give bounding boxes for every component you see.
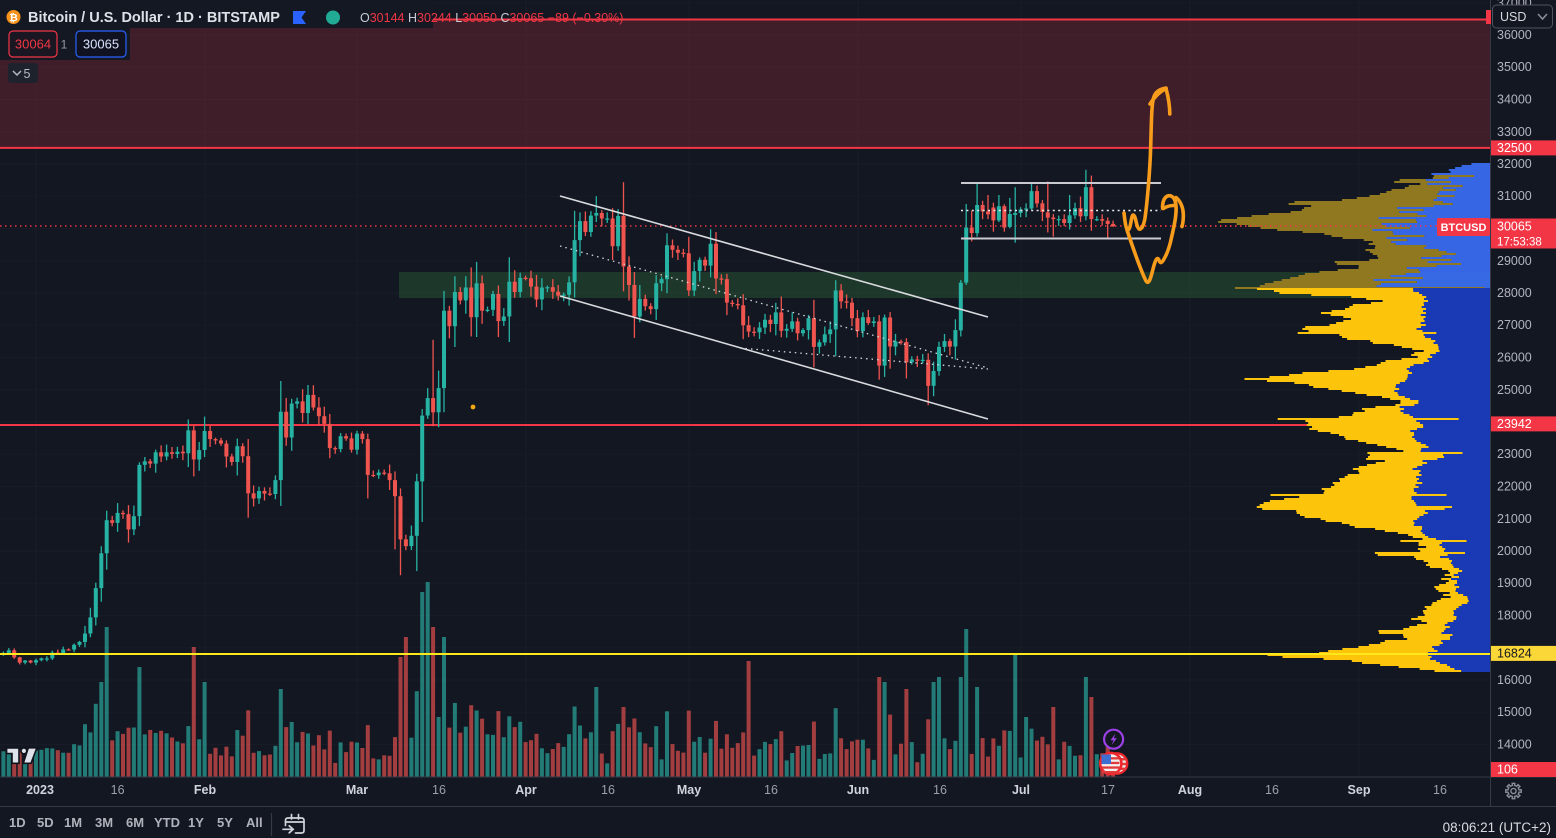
svg-text:32500: 32500 bbox=[1497, 141, 1532, 155]
svg-text:₿: ₿ bbox=[9, 12, 18, 24]
svg-text:May: May bbox=[677, 783, 701, 797]
svg-text:16: 16 bbox=[764, 783, 778, 797]
svg-text:2023: 2023 bbox=[26, 783, 54, 797]
svg-text:20000: 20000 bbox=[1497, 544, 1532, 558]
svg-text:1D: 1D bbox=[9, 815, 26, 830]
svg-text:33000: 33000 bbox=[1497, 125, 1532, 139]
svg-text:3M: 3M bbox=[95, 815, 113, 830]
svg-text:31000: 31000 bbox=[1497, 189, 1532, 203]
svg-text:27000: 27000 bbox=[1497, 318, 1532, 332]
svg-text:21000: 21000 bbox=[1497, 512, 1532, 526]
svg-text:16824: 16824 bbox=[1497, 646, 1532, 660]
svg-text:USD: USD bbox=[1500, 10, 1526, 24]
svg-text:17: 17 bbox=[1101, 783, 1115, 797]
svg-text:26000: 26000 bbox=[1497, 351, 1532, 365]
svg-text:30065: 30065 bbox=[1497, 220, 1532, 234]
svg-text:Bitcoin / U.S. Dollar · 1D · B: Bitcoin / U.S. Dollar · 1D · BITSTAMP bbox=[28, 10, 280, 26]
svg-text:23942: 23942 bbox=[1497, 417, 1532, 431]
svg-text:Jul: Jul bbox=[1012, 783, 1030, 797]
svg-text:YTD: YTD bbox=[154, 815, 180, 830]
svg-text:22000: 22000 bbox=[1497, 480, 1532, 494]
svg-text:Apr: Apr bbox=[515, 783, 537, 797]
svg-text:16: 16 bbox=[111, 783, 125, 797]
svg-text:35000: 35000 bbox=[1497, 60, 1532, 74]
svg-text:30065: 30065 bbox=[83, 37, 119, 52]
svg-text:16: 16 bbox=[432, 783, 446, 797]
svg-text:6M: 6M bbox=[126, 815, 144, 830]
svg-text:23000: 23000 bbox=[1497, 447, 1532, 461]
svg-text:5Y: 5Y bbox=[217, 815, 233, 830]
svg-text:16: 16 bbox=[1433, 783, 1447, 797]
svg-text:1M: 1M bbox=[64, 815, 82, 830]
svg-text:Aug: Aug bbox=[1178, 783, 1202, 797]
svg-text:Mar: Mar bbox=[346, 783, 368, 797]
svg-text:32000: 32000 bbox=[1497, 157, 1532, 171]
svg-text:15000: 15000 bbox=[1497, 705, 1532, 719]
svg-text:O30144 H30244 L30050 C30065 −8: O30144 H30244 L30050 C30065 −89 (−0.30%) bbox=[360, 11, 623, 25]
svg-text:30064: 30064 bbox=[15, 37, 51, 52]
svg-text:1: 1 bbox=[61, 38, 68, 52]
svg-text:5D: 5D bbox=[37, 815, 54, 830]
svg-text:08:06:21 (UTC+2): 08:06:21 (UTC+2) bbox=[1443, 820, 1551, 835]
svg-text:34000: 34000 bbox=[1497, 93, 1532, 107]
svg-text:Feb: Feb bbox=[194, 783, 217, 797]
svg-text:16000: 16000 bbox=[1497, 673, 1532, 687]
svg-text:25000: 25000 bbox=[1497, 383, 1532, 397]
svg-text:16: 16 bbox=[933, 783, 947, 797]
svg-text:16: 16 bbox=[601, 783, 615, 797]
svg-text:Jun: Jun bbox=[847, 783, 869, 797]
svg-text:5: 5 bbox=[24, 67, 31, 81]
svg-text:18000: 18000 bbox=[1497, 609, 1532, 623]
svg-text:BTCUSD: BTCUSD bbox=[1441, 222, 1487, 234]
svg-text:Sep: Sep bbox=[1348, 783, 1371, 797]
svg-text:28000: 28000 bbox=[1497, 286, 1532, 300]
svg-text:14000: 14000 bbox=[1497, 738, 1532, 752]
svg-text:106: 106 bbox=[1497, 763, 1518, 777]
svg-text:19000: 19000 bbox=[1497, 576, 1532, 590]
svg-text:29000: 29000 bbox=[1497, 254, 1532, 268]
svg-text:1Y: 1Y bbox=[188, 815, 204, 830]
svg-text:All: All bbox=[246, 815, 263, 830]
svg-text:16: 16 bbox=[1265, 783, 1279, 797]
svg-text:17:53:38: 17:53:38 bbox=[1497, 237, 1542, 249]
svg-text:36000: 36000 bbox=[1497, 28, 1532, 42]
